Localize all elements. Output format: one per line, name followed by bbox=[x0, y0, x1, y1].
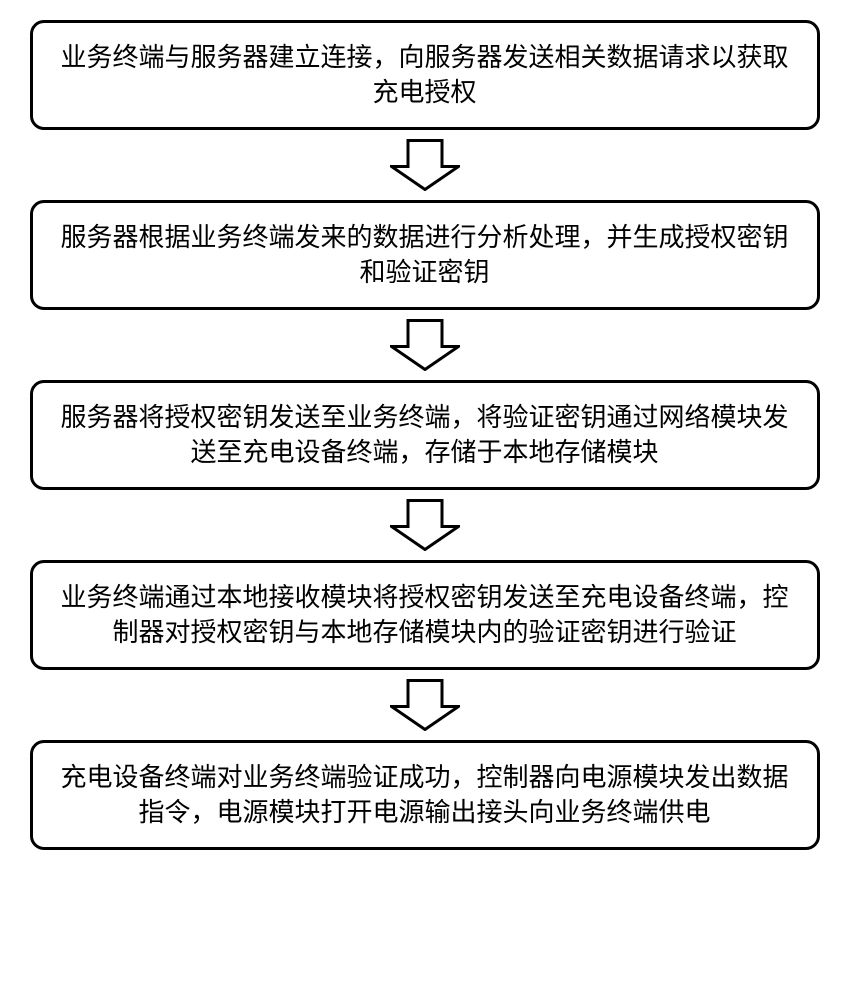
flow-connector bbox=[390, 130, 460, 200]
arrow-down-icon bbox=[390, 499, 460, 551]
flow-connector bbox=[390, 670, 460, 740]
flow-step-step3: 服务器将授权密钥发送至业务终端，将验证密钥通过网络模块发 送至充电设备终端，存储… bbox=[30, 380, 820, 490]
flow-step-step4: 业务终端通过本地接收模块将授权密钥发送至充电设备终端，控 制器对授权密钥与本地存… bbox=[30, 560, 820, 670]
arrow-down-icon bbox=[390, 679, 460, 731]
flow-step-step5: 充电设备终端对业务终端验证成功，控制器向电源模块发出数据 指令，电源模块打开电源… bbox=[30, 740, 820, 850]
flowchart: 业务终端与服务器建立连接，向服务器发送相关数据请求以获取 充电授权服务器根据业务… bbox=[0, 20, 849, 850]
flow-step-step1: 业务终端与服务器建立连接，向服务器发送相关数据请求以获取 充电授权 bbox=[30, 20, 820, 130]
flow-step-label: 充电设备终端对业务终端验证成功，控制器向电源模块发出数据 指令，电源模块打开电源… bbox=[60, 760, 788, 830]
flow-step-label: 业务终端与服务器建立连接，向服务器发送相关数据请求以获取 充电授权 bbox=[60, 40, 788, 110]
flow-connector bbox=[390, 310, 460, 380]
flow-step-label: 服务器根据业务终端发来的数据进行分析处理，并生成授权密钥 和验证密钥 bbox=[60, 220, 788, 290]
arrow-down-icon bbox=[390, 319, 460, 371]
flow-step-step2: 服务器根据业务终端发来的数据进行分析处理，并生成授权密钥 和验证密钥 bbox=[30, 200, 820, 310]
flow-step-label: 业务终端通过本地接收模块将授权密钥发送至充电设备终端，控 制器对授权密钥与本地存… bbox=[60, 580, 788, 650]
arrow-down-icon bbox=[390, 139, 460, 191]
flow-connector bbox=[390, 490, 460, 560]
flow-step-label: 服务器将授权密钥发送至业务终端，将验证密钥通过网络模块发 送至充电设备终端，存储… bbox=[60, 400, 788, 470]
